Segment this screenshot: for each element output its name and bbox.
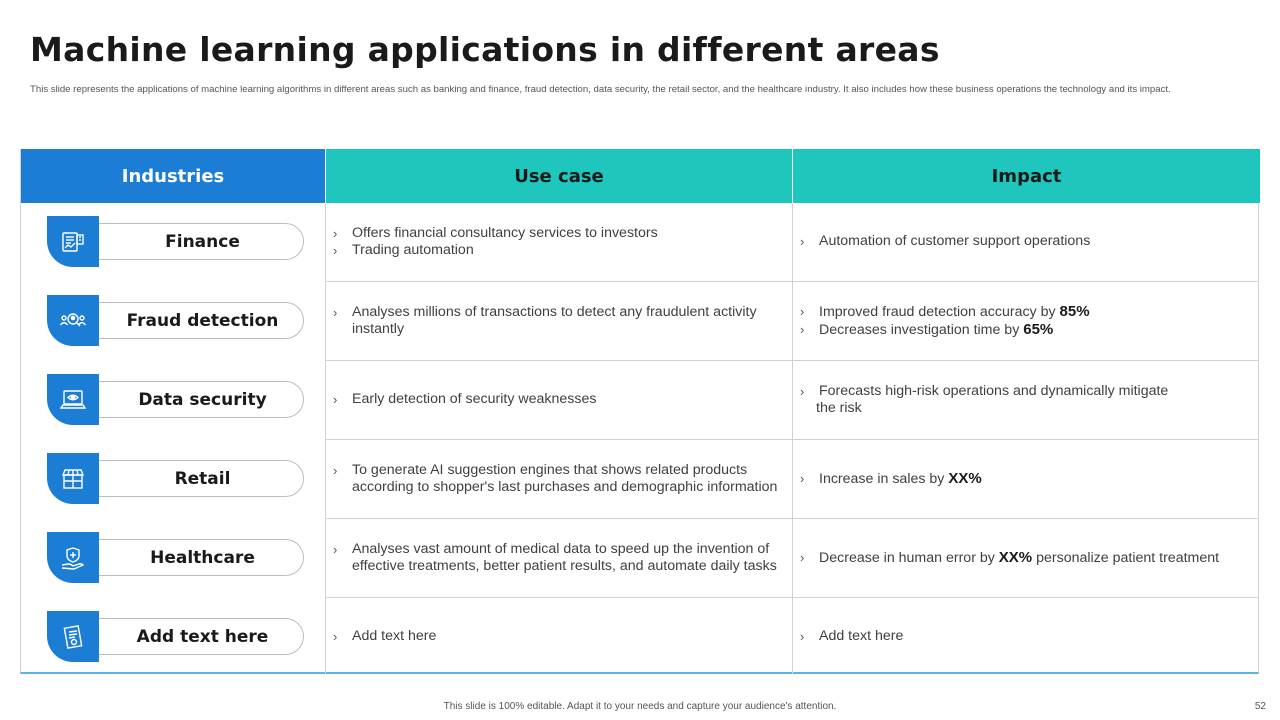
industry-label-finance: Finance xyxy=(47,216,304,267)
use-case-cell: › Early detection of security weaknesses xyxy=(333,361,783,439)
industry-label-placeholder: Add text here xyxy=(47,611,304,662)
healthcare-hand-icon xyxy=(47,532,99,583)
use-case-bullet: › Early detection of security weaknesses xyxy=(333,391,597,408)
use-case-bullet: › Offers financial consultancy services t… xyxy=(333,224,658,241)
column-divider xyxy=(792,203,793,674)
footer-note: This slide is 100% editable. Adapt it to… xyxy=(443,701,837,712)
table-row: Healthcare › Analyses vast amount of medi… xyxy=(21,519,1258,598)
use-case-bullet: › Analyses vast amount of medical data to… xyxy=(333,540,777,575)
industry-label-fraud-detection: Fraud detection xyxy=(47,295,304,346)
finance-icon xyxy=(47,216,99,267)
header-impact: Impact xyxy=(792,149,1260,203)
use-case-cell: › Analyses millions of transactions to de… xyxy=(333,282,783,360)
impact-cell: › Improved fraud detection accuracy by 85… xyxy=(800,282,1255,360)
industry-name: Data security xyxy=(71,381,304,418)
impact-bullet: › Increase in sales by XX% xyxy=(800,469,982,487)
industry-name: Finance xyxy=(71,223,304,260)
industry-label-healthcare: Healthcare xyxy=(47,532,304,583)
use-case-cell: › Offers financial consultancy services t… xyxy=(333,203,783,281)
table-row: Fraud detection › Analyses millions of tr… xyxy=(21,282,1258,361)
impact-cell: › Forecasts high-risk operations and dyna… xyxy=(800,361,1255,439)
laptop-security-icon xyxy=(47,374,99,425)
fraud-detection-icon xyxy=(47,295,99,346)
impact-bullet-continuation: the risk xyxy=(816,400,862,416)
table-row: Finance › Offers financial consultancy se… xyxy=(21,203,1258,282)
use-case-bullet: › Add text here xyxy=(333,628,437,645)
column-divider xyxy=(325,203,326,674)
impact-bullet: › Automation of customer support operatio… xyxy=(800,233,1091,250)
header-industries: Industries xyxy=(21,149,325,203)
page-subtitle: This slide represents the applications o… xyxy=(30,84,1171,95)
store-icon xyxy=(47,453,99,504)
impact-bullet: › Decrease in human error by XX% personal… xyxy=(800,548,1220,566)
applications-table: Industries Use case Impact Finance › Offe… xyxy=(20,149,1260,677)
impact-cell: › Add text here xyxy=(800,598,1255,676)
industry-name: Healthcare xyxy=(71,539,304,576)
header-use-case: Use case xyxy=(325,149,792,203)
impact-cell: › Increase in sales by XX% xyxy=(800,440,1255,518)
use-case-bullet: › Analyses millions of transactions to de… xyxy=(333,303,757,338)
page-number: 52 xyxy=(1254,701,1266,712)
impact-bullet: › Improved fraud detection accuracy by 85… xyxy=(800,302,1090,320)
impact-bullet: › Decreases investigation time by 65% xyxy=(800,321,1054,338)
use-case-bullet: › Trading automation xyxy=(333,242,474,258)
table-row: Retail › To generate AI suggestion engine… xyxy=(21,440,1258,519)
use-case-cell: › Analyses vast amount of medical data to… xyxy=(333,519,783,597)
impact-bullet: › Forecasts high-risk operations and dyna… xyxy=(800,382,1169,399)
table-row: Data security › Early detection of securi… xyxy=(21,361,1258,440)
industry-name: Fraud detection xyxy=(71,302,304,339)
industry-name: Retail xyxy=(71,460,304,497)
impact-cell: › Decrease in human error by XX% personal… xyxy=(800,519,1255,597)
use-case-bullet: › To generate AI suggestion engines that … xyxy=(333,461,778,496)
use-case-cell: › Add text here xyxy=(333,598,783,676)
industry-label-retail: Retail xyxy=(47,453,304,504)
page-title: Machine learning applications in differe… xyxy=(30,30,940,69)
table-row: Add text here › Add text here › Add text h… xyxy=(21,598,1258,677)
industry-name: Add text here xyxy=(71,618,304,655)
use-case-cell: › To generate AI suggestion engines that … xyxy=(333,440,783,518)
impact-bullet: › Add text here xyxy=(800,628,904,645)
table-header: Industries Use case Impact xyxy=(21,149,1260,203)
industry-label-data-security: Data security xyxy=(47,374,304,425)
impact-cell: › Automation of customer support operatio… xyxy=(800,203,1255,281)
document-icon xyxy=(47,611,99,662)
